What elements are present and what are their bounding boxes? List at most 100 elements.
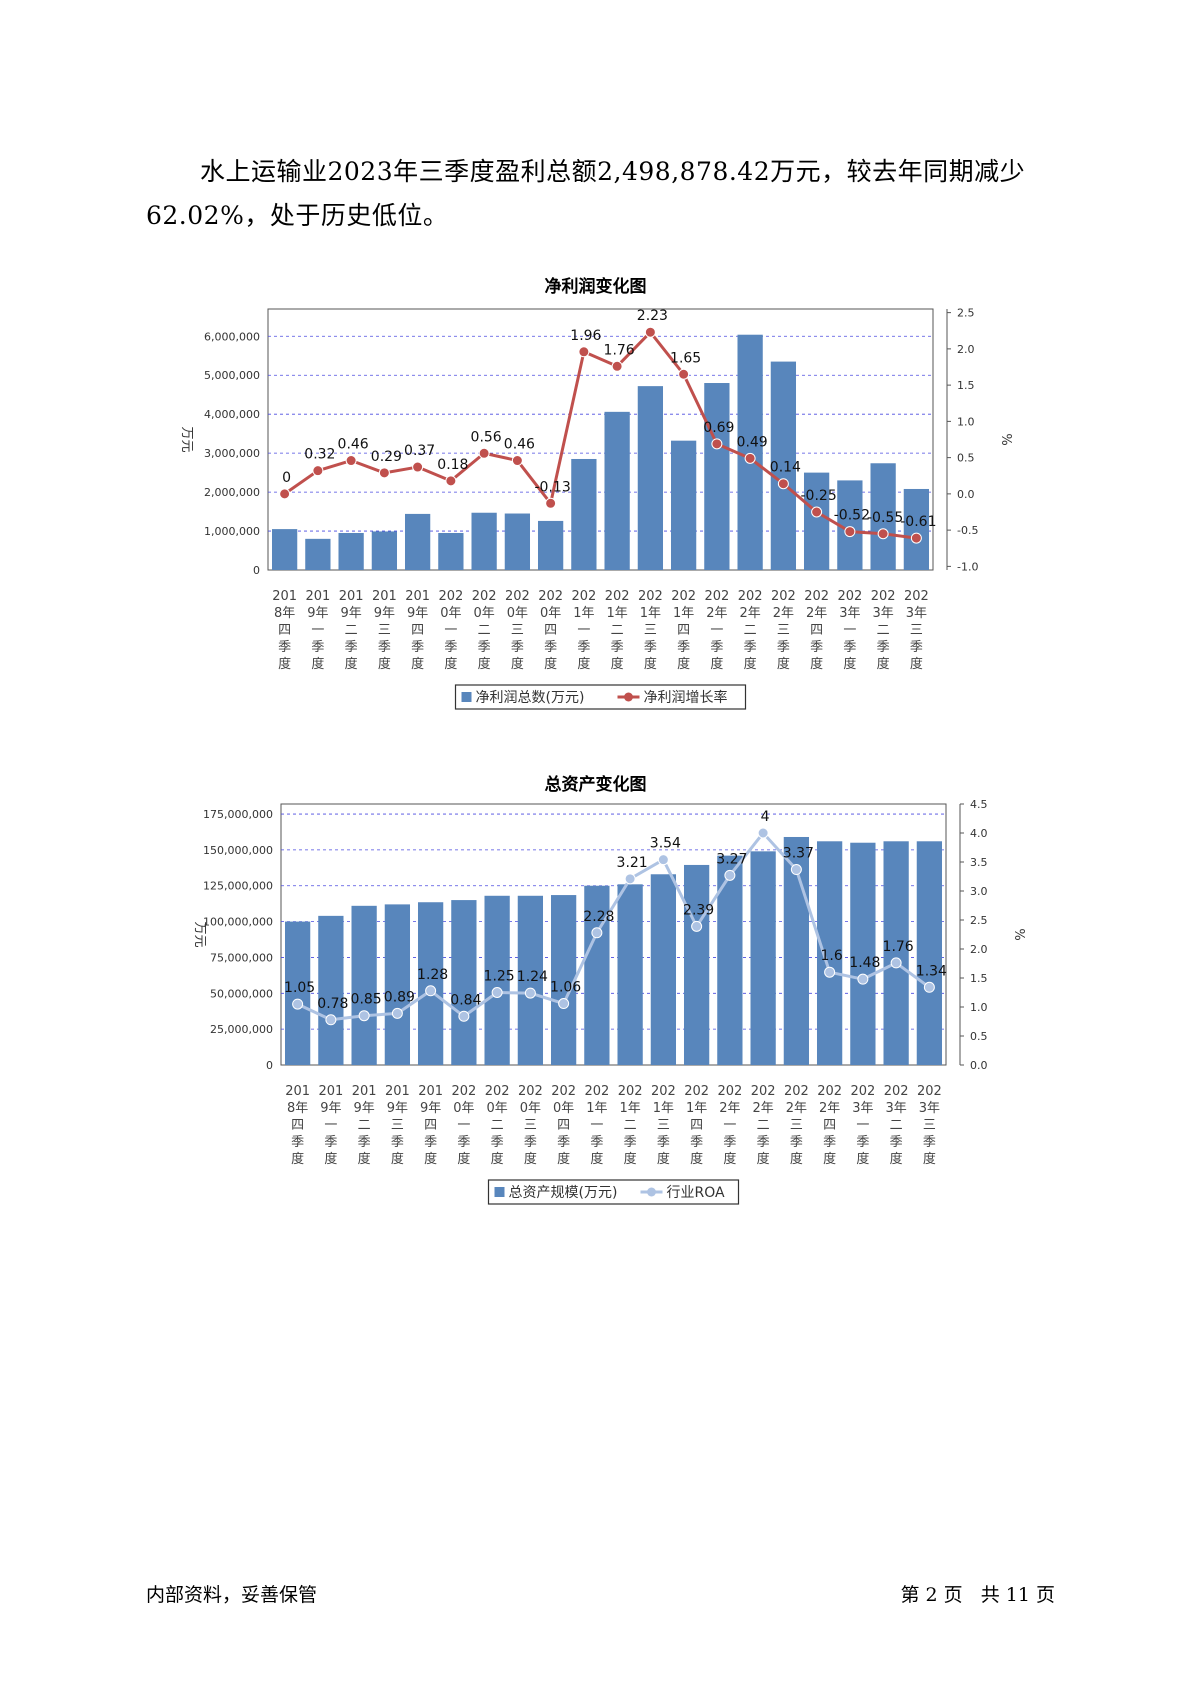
data-label: 2.39 — [683, 902, 714, 918]
bar — [438, 532, 464, 570]
y2-tick-label: 1.0 — [970, 1001, 988, 1014]
y2-axis-label: % — [998, 433, 1013, 445]
data-label: 2.28 — [583, 909, 614, 925]
x-tick-label: 9年 — [387, 1101, 408, 1116]
data-label: 0.49 — [737, 434, 768, 450]
x-tick-label: 202 — [871, 589, 896, 604]
x-tick-label: 0年 — [473, 606, 494, 621]
line-point — [611, 360, 623, 372]
x-tick-label: 三 — [657, 1118, 670, 1133]
bar — [338, 532, 364, 570]
data-label: 0.84 — [450, 992, 481, 1008]
x-tick-label: 202 — [671, 589, 696, 604]
x-tick-label: 度 — [757, 1151, 770, 1167]
x-tick-label: 度 — [723, 1151, 736, 1167]
bar — [604, 411, 630, 570]
x-tick-label: 季 — [590, 1135, 603, 1150]
x-tick-label: 202 — [804, 589, 829, 604]
bar — [517, 895, 544, 1065]
data-label: 1.48 — [849, 955, 880, 971]
line-point — [691, 920, 703, 932]
line-point — [757, 827, 769, 839]
x-tick-label: 度 — [710, 656, 723, 672]
x-tick-label: 度 — [511, 656, 524, 672]
y2-tick-label: -1.0 — [957, 560, 978, 573]
x-tick-label: 0年 — [540, 606, 561, 621]
line-point — [844, 526, 856, 538]
x-tick-label: 度 — [444, 656, 457, 672]
data-label: 1.34 — [916, 963, 947, 979]
x-tick-label: 季 — [345, 640, 358, 655]
x-tick-label: 四 — [411, 623, 424, 638]
x-tick-label: 三 — [923, 1118, 936, 1133]
plot-frame — [280, 803, 947, 1066]
legend-bar-swatch — [461, 692, 472, 702]
x-tick-label: 202 — [618, 1084, 643, 1099]
y-tick-label: 6,000,000 — [204, 330, 260, 343]
x-tick-label: 0年 — [507, 606, 528, 621]
x-tick-label: 季 — [744, 640, 757, 655]
x-tick-label: 季 — [910, 640, 923, 655]
data-label: 0.46 — [504, 437, 535, 453]
x-tick-label: 0年 — [553, 1101, 574, 1116]
x-tick-label: 201 — [352, 1084, 377, 1099]
x-tick-label: 度 — [744, 656, 757, 672]
x-tick-label: 一 — [577, 623, 590, 638]
bar — [318, 915, 344, 1065]
line-point — [345, 455, 357, 467]
line-point — [744, 452, 756, 464]
y2-tick-label: 1.5 — [970, 972, 988, 985]
x-tick-label: 度 — [358, 1151, 371, 1167]
x-tick-label: 度 — [524, 1151, 537, 1167]
x-tick-label: 度 — [491, 1151, 504, 1167]
y2-tick-label: 0.0 — [970, 1059, 988, 1072]
net-profit-chart: 0 1,000,000 2,000,000 3,000,000 4,000,000 5,0… — [179, 307, 1013, 710]
x-tick-label: 度 — [856, 1151, 869, 1167]
x-tick-label: 202 — [538, 589, 563, 604]
x-tick-label: 季 — [478, 640, 491, 655]
x-tick-label: 度 — [910, 656, 923, 672]
data-label: -0.61 — [900, 514, 936, 530]
x-tick-label: 201 — [339, 589, 364, 604]
data-label: 0.78 — [317, 996, 348, 1012]
x-tick-label: 度 — [611, 656, 624, 672]
y-tick-label: 25,000,000 — [210, 1023, 273, 1036]
x-tick-label: 3年 — [885, 1101, 906, 1116]
x-tick-label: 三 — [524, 1118, 537, 1133]
data-label: -0.52 — [834, 508, 870, 524]
x-tick-label: 度 — [810, 656, 823, 672]
x-tick-label: 202 — [784, 1084, 809, 1099]
x-tick-label: 度 — [790, 1151, 803, 1167]
line-point — [790, 864, 802, 876]
line-point — [391, 1007, 403, 1019]
x-tick-label: 四 — [557, 1118, 570, 1133]
x-tick-label: 201 — [418, 1084, 443, 1099]
chart1-title: 净利润变化图 — [544, 277, 647, 297]
data-label: 0.56 — [471, 429, 502, 445]
bar — [504, 513, 531, 570]
data-label: 1.76 — [604, 342, 635, 358]
line-point — [445, 475, 457, 487]
x-tick-label: 度 — [411, 656, 424, 672]
x-tick-label: 3年 — [839, 606, 860, 621]
line-point — [478, 447, 490, 459]
x-tick-label: 202 — [518, 1084, 543, 1099]
line-point — [624, 873, 636, 885]
data-label: 1.24 — [517, 969, 548, 985]
x-tick-label: 季 — [544, 640, 557, 655]
x-tick-label: 季 — [358, 1135, 371, 1150]
x-tick-label: 1年 — [606, 606, 627, 621]
line-point — [811, 506, 823, 518]
x-tick-label: 202 — [451, 1084, 476, 1099]
x-tick-label: 季 — [856, 1135, 869, 1150]
x-tick-label: 度 — [923, 1151, 936, 1167]
data-label: 0.85 — [351, 992, 382, 1008]
data-label: 1.05 — [284, 980, 315, 996]
data-label: -0.25 — [801, 488, 837, 504]
x-tick-label: 二 — [890, 1118, 903, 1133]
y-tick-label: 150,000,000 — [203, 844, 273, 857]
legend-line-marker — [624, 692, 633, 702]
x-tick-label: 202 — [751, 1084, 776, 1099]
x-tick-label: 季 — [757, 1135, 770, 1150]
bar — [670, 440, 697, 570]
